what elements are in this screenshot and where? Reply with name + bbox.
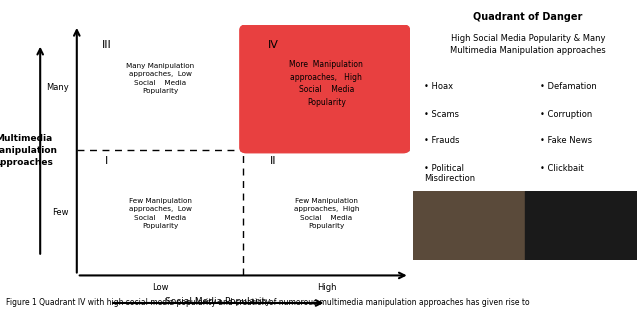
Text: • Defamation: • Defamation [540,82,596,91]
Text: IV: IV [268,40,278,50]
Text: • Scams: • Scams [424,110,460,120]
Text: Many Manipulation
approaches,  Low
Social    Media
Popularity: Many Manipulation approaches, Low Social… [126,63,194,94]
Text: Few: Few [52,208,68,217]
Text: • Fake News: • Fake News [540,136,591,145]
Text: Quadrant of Danger: Quadrant of Danger [474,12,582,22]
Text: • Political
Misdirection: • Political Misdirection [424,164,476,183]
Bar [413,191,525,260]
Text: Few Manipulation
approaches,  High
Social    Media
Popularity: Few Manipulation approaches, High Social… [294,198,359,229]
Text: III: III [102,40,111,50]
Text: I: I [105,156,108,167]
Text: Manipulations like DeepFake videos
can be used to easily fool someone: Manipulations like DeepFake videos can b… [456,215,600,235]
Text: • Hoax: • Hoax [424,82,454,91]
Text: II: II [270,156,276,167]
FancyBboxPatch shape [240,25,410,153]
Text: Social Media Popularity: Social Media Popularity [166,297,271,306]
Text: Many: Many [45,83,68,92]
Text: Multimedia
Manipulation
Approaches: Multimedia Manipulation Approaches [0,134,57,167]
FancyArrow shape [404,76,468,101]
Text: Few Manipulation
approaches,  Low
Social    Media
Popularity: Few Manipulation approaches, Low Social … [129,198,191,229]
Text: Low: Low [152,283,168,292]
Text: • Frauds: • Frauds [424,136,460,145]
Text: Figure 1 Quadrant IV with high social media popularity and creation of numerous : Figure 1 Quadrant IV with high social me… [6,298,530,307]
Text: • Corruption: • Corruption [540,110,592,120]
Text: More  Manipulation
approaches,   High
Social    Media
Popularity: More Manipulation approaches, High Socia… [289,60,364,107]
Text: High: High [317,283,336,292]
Text: High Social Media Popularity & Many
Multimedia Manipulation approaches: High Social Media Popularity & Many Mult… [450,34,606,55]
Text: • Clickbait: • Clickbait [540,164,583,173]
Bar [525,191,637,260]
